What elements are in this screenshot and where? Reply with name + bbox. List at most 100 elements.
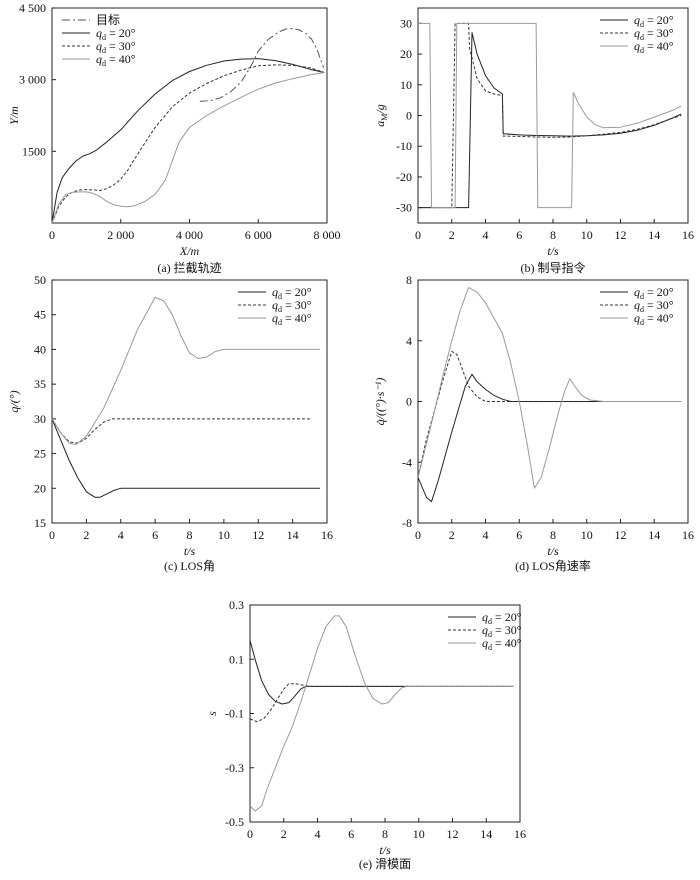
- x-axis-label-b: t/s: [547, 244, 559, 258]
- x-tick-label-c: 16: [321, 528, 333, 542]
- legend-label-q40: qd = 40°: [482, 636, 522, 652]
- x-axis-label-c: t/s: [184, 544, 196, 558]
- series-line-b-q40: [418, 22, 682, 209]
- x-axis-label-e: t/s: [379, 843, 391, 857]
- y-tick-label-e: -0.1: [225, 707, 244, 721]
- legend-label-q40: qd = 40°: [96, 52, 136, 68]
- x-tick-label-b: 10: [581, 228, 593, 242]
- legend-label-target: 目标: [96, 13, 120, 27]
- series-line-c-q40: [51, 296, 321, 445]
- y-tick-label-c: 35: [34, 377, 46, 391]
- y-tick-label-d: -4: [402, 455, 412, 469]
- y-tick-label-b: -30: [396, 201, 412, 215]
- y-tick-label-b: -10: [396, 139, 412, 153]
- x-tick-label-b: 16: [682, 228, 694, 242]
- x-tick-label-c: 14: [287, 528, 299, 542]
- y-tick-label-d: -8: [402, 516, 412, 530]
- series-line-d-q30: [417, 350, 587, 478]
- legend-label-q20: qd = 20°: [634, 13, 674, 29]
- legend-label-q20: qd = 20°: [634, 285, 674, 301]
- x-tick-label-e: 12: [447, 827, 459, 841]
- legend-label-q30: qd = 30°: [272, 298, 312, 314]
- series-line-a-q40: [51, 72, 325, 224]
- series-line-e-q20: [249, 640, 514, 705]
- x-tick-label-d: 10: [581, 528, 593, 542]
- x-tick-label-e: 0: [247, 827, 253, 841]
- x-tick-label-b: 12: [615, 228, 627, 242]
- y-tick-label-c: 15: [34, 516, 46, 530]
- y-tick-label-c: 45: [34, 308, 46, 322]
- x-tick-label-e: 8: [382, 827, 388, 841]
- y-tick-label-b: 0: [406, 109, 412, 123]
- x-tick-label-b: 4: [483, 228, 489, 242]
- y-tick-label-d: 8: [406, 273, 412, 287]
- y-tick-label-c: 30: [34, 412, 46, 426]
- caption-e: (e) 滑模面: [359, 857, 411, 871]
- y-tick-label-b: -20: [396, 170, 412, 184]
- chart-e: 0 2 4 6 8 10 12 14 16 -0.5 -0.3 -0.1 0.1 0.3 t/s s qd = …: [205, 598, 526, 871]
- x-tick-label-a: 8 000: [314, 228, 341, 242]
- x-tick-label-b: 2: [449, 228, 455, 242]
- x-tick-label-a: 0: [49, 228, 55, 242]
- series-line-c-q20: [51, 418, 321, 498]
- x-tick-label-d: 6: [516, 528, 522, 542]
- x-tick-label-c: 4: [118, 528, 124, 542]
- x-axis-label-d: t/s: [547, 544, 559, 558]
- x-tick-label-c: 10: [218, 528, 230, 542]
- legend-label-q20: qd = 20°: [272, 285, 312, 301]
- legend-label-q30: qd = 30°: [482, 623, 522, 639]
- y-axis-label-b: aM/g: [373, 104, 389, 126]
- y-tick-label-c: 50: [34, 273, 46, 287]
- series-line-a-q20: [51, 58, 325, 224]
- x-tick-label-d: 0: [415, 528, 421, 542]
- y-tick-label-e: 0.3: [229, 598, 244, 612]
- x-tick-label-b: 8: [550, 228, 556, 242]
- y-tick-label-d: 0: [406, 395, 412, 409]
- legend-label-q40: qd = 40°: [272, 311, 312, 327]
- y-axis-label-c: q/(°): [7, 390, 21, 412]
- y-axis-label-d: q̇/((°)·s⁻¹): [373, 378, 387, 426]
- caption-d: (d) LOS角速率: [515, 558, 591, 573]
- x-tick-label-e: 6: [348, 827, 354, 841]
- x-tick-label-c: 2: [83, 528, 89, 542]
- x-tick-label-b: 0: [415, 228, 421, 242]
- series-line-b-q30: [418, 22, 682, 209]
- series-line-e-q30: [249, 683, 514, 723]
- y-tick-label-a: 4 500: [19, 1, 46, 15]
- plot-frame-a: [51, 7, 328, 224]
- chart-d: 0 2 4 6 8 10 12 14 16 -8 -4 0 4 8 t/s q̇/((°)·s⁻¹) qd = …: [373, 273, 694, 573]
- y-axis-label-e: s: [205, 711, 219, 716]
- series-line-d-q40: [417, 287, 682, 489]
- x-tick-label-e: 4: [315, 827, 321, 841]
- x-tick-label-a: 2 000: [107, 228, 134, 242]
- legend-label-q20: qd = 20°: [482, 610, 522, 626]
- x-tick-label-c: 6: [152, 528, 158, 542]
- y-tick-label-c: 40: [34, 342, 46, 356]
- series-line-c-q30: [51, 418, 310, 444]
- series-line-b-q20: [418, 32, 682, 209]
- x-tick-label-d: 14: [648, 528, 660, 542]
- caption-c: (c) LOS角: [164, 559, 215, 573]
- caption-a: (a) 拦截轨迹: [157, 261, 221, 275]
- y-tick-label-d: 4: [406, 334, 412, 348]
- x-tick-label-b: 14: [648, 228, 660, 242]
- x-tick-label-a: 6 000: [245, 228, 272, 242]
- x-tick-label-b: 6: [516, 228, 522, 242]
- caption-b: (b) 制导指令: [521, 260, 586, 275]
- y-tick-label-e: 0.1: [229, 652, 244, 666]
- x-tick-label-e: 16: [514, 827, 526, 841]
- x-tick-label-c: 8: [187, 528, 193, 542]
- y-tick-label-b: 10: [400, 78, 412, 92]
- y-tick-label-a: 3 000: [19, 73, 46, 87]
- x-tick-label-d: 8: [550, 528, 556, 542]
- series-line-a-q30: [51, 64, 325, 224]
- y-tick-label-c: 25: [34, 447, 46, 461]
- chart-a: 0 2 000 4 000 6 000 8 000 1500 3 000 4 500 X/m Y/…: [7, 1, 341, 275]
- y-tick-label-e: -0.3: [225, 761, 244, 775]
- legend-label-q30: qd = 30°: [634, 298, 674, 314]
- x-tick-label-e: 10: [413, 827, 425, 841]
- y-tick-label-c: 20: [34, 481, 46, 495]
- legend-label-q20: qd = 20°: [96, 26, 136, 42]
- legend-label-q30: qd = 30°: [96, 39, 136, 55]
- y-tick-label-a: 1500: [22, 144, 46, 158]
